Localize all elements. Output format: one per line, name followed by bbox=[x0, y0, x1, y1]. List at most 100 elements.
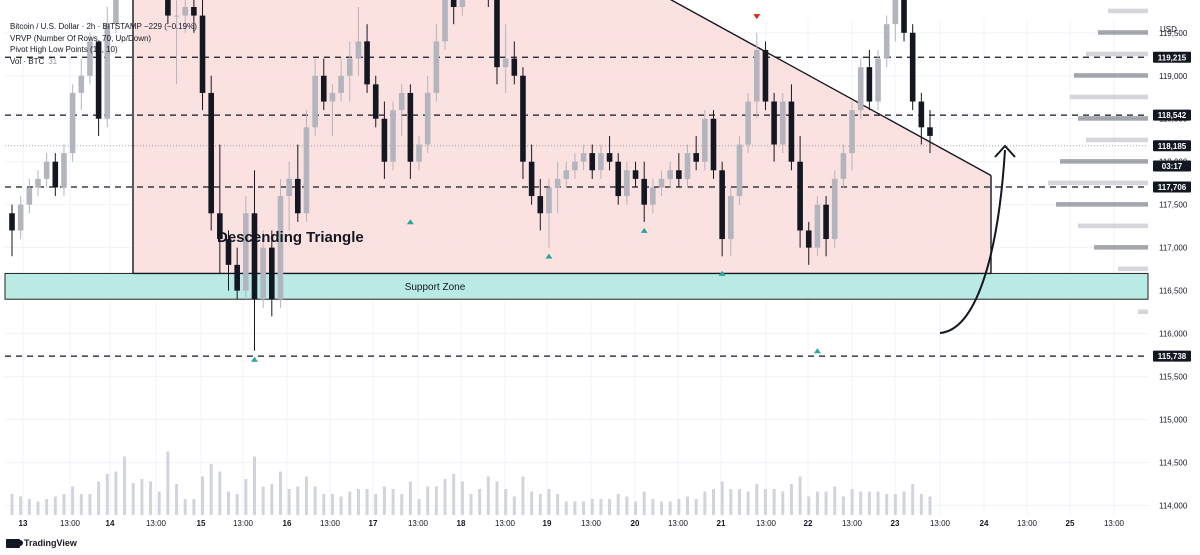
candle-body bbox=[598, 153, 604, 171]
time-axis[interactable]: 13 13:00 14 13:00 15 13:00 16 13:00 17 13:00 18 13:… bbox=[19, 519, 1125, 528]
price-axis[interactable]: 114,000 114,500 115,000 115,500 116,000 116,5… bbox=[1159, 0, 1188, 511]
candle-body bbox=[372, 84, 379, 119]
volume-bar bbox=[140, 479, 144, 515]
volume-bar bbox=[530, 491, 534, 515]
volume-bar bbox=[244, 479, 248, 515]
indicator-volume[interactable]: Vol · BTC bbox=[10, 56, 45, 66]
candle-body bbox=[269, 247, 275, 300]
time-tick-label: 14 bbox=[106, 519, 115, 528]
volume-profile-bar bbox=[1078, 223, 1148, 229]
time-tick-label: 13:00 bbox=[408, 519, 429, 528]
time-tick-label: 15 bbox=[197, 519, 206, 528]
volume-bar bbox=[322, 494, 326, 515]
volume-profile-bar bbox=[1108, 8, 1148, 14]
volume-bar bbox=[356, 489, 360, 515]
time-tick-label: 19 bbox=[543, 519, 552, 528]
pivot-high-marker bbox=[753, 14, 761, 20]
volume-bar bbox=[668, 501, 672, 515]
volume-bar bbox=[824, 491, 828, 515]
volume-bar bbox=[391, 489, 395, 515]
volume-bar bbox=[590, 499, 594, 515]
pivot-markers bbox=[250, 14, 821, 362]
candle-body bbox=[26, 187, 33, 205]
time-tick-label: 22 bbox=[804, 519, 813, 528]
candle-body bbox=[719, 170, 725, 240]
candle-body bbox=[17, 204, 24, 231]
volume-bar bbox=[755, 484, 759, 515]
volume-bar bbox=[599, 499, 603, 515]
volume-bar bbox=[114, 471, 118, 515]
volume-bar bbox=[382, 486, 386, 515]
tradingview-brand[interactable]: TradingView bbox=[6, 538, 77, 548]
time-tick-label: 13:00 bbox=[495, 519, 516, 528]
volume-bar bbox=[287, 489, 291, 515]
volume-bar bbox=[737, 489, 741, 515]
indicator-vrvp[interactable]: VRVP (Number Of Rows, 70, Up/Down) bbox=[10, 33, 152, 43]
pivot-low-marker bbox=[545, 253, 553, 259]
volume-bar bbox=[798, 476, 802, 515]
candle-body bbox=[424, 92, 431, 145]
price-label-bg bbox=[1153, 109, 1191, 121]
candle-body bbox=[165, 0, 171, 16]
volume-bar bbox=[616, 494, 620, 515]
symbol-line[interactable]: Bitcoin / U.S. Dollar · 2h · BITSTAMP bbox=[10, 22, 142, 31]
volume-bar bbox=[859, 491, 863, 515]
volume-bar bbox=[278, 471, 282, 515]
volume-bar bbox=[434, 486, 438, 515]
candle-body bbox=[191, 6, 197, 16]
candle-body bbox=[710, 118, 717, 171]
candle-body bbox=[407, 92, 414, 162]
volume-bar bbox=[893, 494, 897, 515]
time-tick-label: 13:00 bbox=[1017, 519, 1038, 528]
candle-body bbox=[589, 153, 596, 171]
volume-bar bbox=[27, 499, 31, 515]
volume-profile-bar bbox=[1056, 202, 1148, 207]
volume-bar bbox=[867, 491, 871, 515]
volume-bar bbox=[547, 489, 551, 515]
volume-bar bbox=[270, 484, 274, 515]
price-label-text: 115,738 bbox=[1158, 352, 1187, 361]
price-tick-label: 115,000 bbox=[1159, 416, 1188, 425]
volume-profile-bar bbox=[1074, 73, 1148, 78]
time-tick-label: 16 bbox=[283, 519, 292, 528]
candle-body bbox=[927, 127, 933, 136]
price-label-bg bbox=[1153, 51, 1191, 63]
time-tick-label: 13:00 bbox=[320, 519, 341, 528]
volume-bar bbox=[841, 496, 845, 515]
volume-bar bbox=[642, 491, 646, 515]
volume-bar bbox=[720, 481, 724, 515]
volume-bar bbox=[261, 486, 265, 515]
currency-label[interactable]: USD bbox=[1160, 25, 1177, 34]
volume-bar bbox=[608, 499, 612, 515]
pivot-low-marker bbox=[406, 219, 414, 225]
volume-bar bbox=[885, 494, 889, 515]
candle-body bbox=[814, 204, 821, 248]
price-label-text: 03:17 bbox=[1162, 162, 1183, 171]
candle-body bbox=[831, 178, 838, 240]
volume-bar bbox=[763, 489, 767, 515]
volume-bar bbox=[227, 491, 231, 515]
indicator-pivots[interactable]: Pivot High Low Points (10, 10) bbox=[10, 45, 118, 54]
time-tick-label: 25 bbox=[1066, 519, 1075, 528]
volume-bar bbox=[919, 494, 923, 515]
volume-profile-bar bbox=[1118, 266, 1148, 272]
volume-bar bbox=[651, 499, 655, 515]
candles[interactable] bbox=[9, 0, 933, 351]
candle-body bbox=[849, 110, 855, 154]
volume-bar bbox=[772, 489, 776, 515]
volume-bar bbox=[460, 481, 464, 515]
candle-body bbox=[702, 118, 708, 162]
volume-bar bbox=[815, 491, 819, 515]
candle-body bbox=[364, 41, 370, 85]
volume-bar bbox=[88, 494, 92, 515]
candle-body bbox=[208, 92, 214, 214]
time-tick-label: 13:00 bbox=[146, 519, 167, 528]
candle-body bbox=[918, 101, 925, 128]
support-zone-label: Support Zone bbox=[405, 282, 466, 293]
volume-bar bbox=[686, 496, 690, 515]
candle-body bbox=[303, 127, 310, 214]
arrow-head-icon bbox=[994, 144, 1016, 158]
candle-body bbox=[693, 153, 699, 162]
volume-bar bbox=[703, 491, 707, 515]
